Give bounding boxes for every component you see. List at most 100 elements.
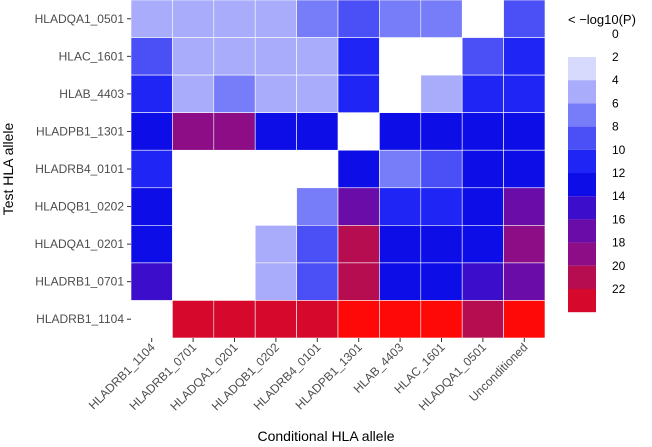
heatmap-cell [130,149,173,189]
heatmap-cell [172,74,215,113]
heatmap-cell [337,225,380,264]
heatmap-cell [379,112,422,151]
legend-title: < −log10(P) [568,12,636,27]
legend-swatch [568,57,596,81]
heatmap-cell [503,187,546,226]
legend-swatch [568,80,596,104]
heatmap-cell [420,37,463,76]
heatmap-cells [130,0,546,339]
legend-swatch [568,149,596,173]
heatmap-cell [296,112,339,151]
heatmap-cell [337,187,380,226]
y-tick-label: HLADQB1_0202 [35,200,125,214]
heatmap-cell [296,37,339,76]
heatmap-cell [337,74,380,113]
heatmap-cell [296,150,338,188]
heatmap-cell [461,262,504,301]
heatmap-cell [379,149,422,189]
heatmap-cell [172,37,215,76]
x-axis-title: Conditional HLA allele [258,428,395,444]
heatmap-cell [338,112,380,151]
heatmap-cell [254,225,297,264]
heatmap-cell [379,262,422,301]
heatmap-cell [503,0,546,38]
heatmap-cell [503,112,546,151]
legend-swatch [568,242,596,266]
heatmap-cell [213,112,256,151]
heatmap-cell [254,37,297,76]
y-tick-label: HLADRB1_1104 [36,312,124,326]
heatmap-cell [296,74,339,113]
heatmap-cell [213,225,256,263]
heatmap-cell [172,112,215,151]
heatmap-cell [503,37,546,76]
legend-label: 8 [612,120,619,134]
legend-swatch [568,126,596,150]
heatmap-cell [213,74,256,113]
y-tick-label: HLAC_1601 [59,49,125,63]
heatmap-cell [461,74,504,113]
heatmap-cell [379,0,422,38]
heatmap-cell [172,225,214,263]
heatmap-cell [337,37,380,76]
heatmap-cell [420,112,463,151]
y-tick-label: HLADPB1_1301 [36,124,124,138]
legend-label: 14 [612,189,626,203]
heatmap-cell [172,262,214,301]
heatmap-cell [420,225,463,264]
heatmap-cell [461,187,504,226]
heatmap-cell [503,74,546,113]
heatmap-cell [420,0,463,38]
heatmap-cell [461,149,504,189]
heatmap-cell [420,300,463,339]
heatmap-cell [337,149,380,189]
heatmap-cell [130,74,173,113]
heatmap-cell [130,0,173,38]
legend-label: 4 [612,73,619,87]
heatmap-cell [379,300,422,339]
heatmap-cell [461,112,504,151]
heatmap-cell [130,225,173,264]
legend-swatch [568,265,596,289]
y-axis: HLADQA1_0501 HLAC_1601 HLAB_4403 HLADPB1_13… [35,12,131,326]
x-axis: HLADRB1_1104HLADRB1_0701HLADQA1_0201HLAD… [86,338,530,413]
heatmap-cell [461,37,504,76]
legend-label: 0 [612,27,619,41]
heatmap-cell [461,225,504,264]
heatmap-cell [379,37,421,76]
heatmap-cell [254,300,297,339]
heatmap-cell [254,262,297,301]
y-axis-title: Test HLA allele [0,122,16,215]
legend-label: 6 [612,96,619,110]
legend-label: 18 [612,236,626,250]
heatmap-cell [420,74,463,113]
heatmap-cell [503,149,546,189]
heatmap-cell [462,0,504,38]
heatmap-cell [130,37,173,76]
heatmap-cell [296,225,339,264]
y-tick-label: HLADRB4_0101 [35,162,124,176]
heatmap-cell [130,112,173,151]
heatmap-cell [213,187,256,226]
heatmap-cell [420,262,463,301]
heatmap-cell [255,187,297,226]
heatmap-cell [420,187,463,226]
heatmap-cell [172,150,214,188]
y-tick-label: HLADRB1_0701 [35,275,124,289]
heatmap-cell [503,300,546,339]
legend-swatch [568,196,596,220]
heatmap-cell [379,75,421,113]
heatmap-cell [172,187,214,226]
y-tick-label: HLADQA1_0501 [35,12,125,26]
heatmap-cell [172,300,215,339]
heatmap-cell [131,300,173,338]
y-tick-label: HLAB_4403 [59,87,124,101]
heatmap-cell [213,37,256,76]
heatmap-cell [213,262,256,301]
heatmap-cell [337,262,380,301]
heatmap-cell [296,0,339,38]
heatmap-cell [296,262,339,301]
legend-label: 20 [612,259,626,273]
heatmap-cell [213,300,256,339]
